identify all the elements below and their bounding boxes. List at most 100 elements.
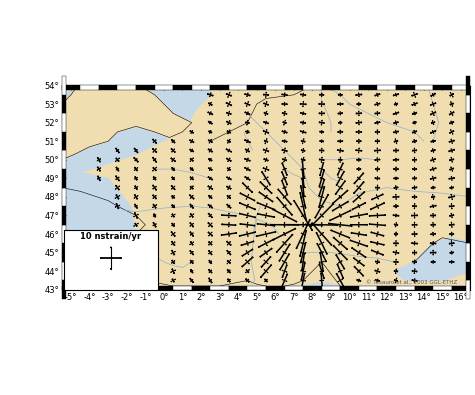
Polygon shape (137, 152, 138, 153)
Polygon shape (282, 172, 283, 173)
Polygon shape (337, 264, 338, 265)
Polygon shape (208, 149, 209, 150)
Polygon shape (397, 187, 398, 188)
Polygon shape (412, 178, 413, 179)
Polygon shape (255, 209, 256, 210)
Polygon shape (227, 241, 228, 242)
Polygon shape (453, 215, 454, 216)
Polygon shape (245, 140, 246, 141)
Polygon shape (286, 132, 287, 133)
Polygon shape (430, 169, 431, 170)
Polygon shape (136, 263, 137, 264)
Polygon shape (263, 149, 264, 150)
Polygon shape (99, 180, 100, 181)
Polygon shape (379, 178, 380, 179)
Polygon shape (278, 189, 279, 190)
Polygon shape (192, 216, 193, 217)
Polygon shape (448, 197, 449, 198)
Polygon shape (375, 113, 376, 114)
Polygon shape (231, 151, 232, 152)
Polygon shape (416, 187, 417, 188)
Polygon shape (302, 161, 303, 162)
Polygon shape (430, 114, 431, 115)
Polygon shape (273, 239, 274, 240)
Bar (466, 113, 470, 132)
Polygon shape (190, 186, 191, 187)
Bar (322, 85, 340, 90)
Polygon shape (284, 224, 285, 225)
Polygon shape (412, 141, 413, 142)
Polygon shape (453, 168, 454, 169)
Polygon shape (136, 179, 137, 180)
Polygon shape (259, 192, 260, 193)
Polygon shape (411, 215, 412, 216)
Bar (117, 286, 136, 290)
Polygon shape (398, 150, 399, 151)
Polygon shape (256, 236, 257, 237)
Polygon shape (453, 112, 454, 113)
Polygon shape (190, 232, 191, 233)
Polygon shape (349, 237, 350, 238)
Bar (99, 85, 117, 90)
Polygon shape (242, 255, 243, 256)
Polygon shape (412, 261, 413, 262)
Bar (340, 85, 359, 90)
Polygon shape (193, 142, 194, 143)
Polygon shape (350, 216, 351, 217)
Polygon shape (155, 245, 156, 246)
Polygon shape (337, 225, 338, 226)
Polygon shape (454, 149, 455, 150)
Polygon shape (135, 223, 136, 224)
Polygon shape (449, 261, 450, 262)
Polygon shape (454, 196, 455, 197)
Polygon shape (153, 204, 154, 205)
Polygon shape (192, 244, 193, 245)
Polygon shape (417, 243, 418, 244)
Polygon shape (190, 223, 191, 224)
Polygon shape (300, 192, 301, 193)
Polygon shape (211, 132, 212, 133)
Polygon shape (417, 215, 418, 216)
Polygon shape (239, 213, 240, 214)
Polygon shape (118, 208, 119, 209)
Polygon shape (118, 189, 119, 190)
Polygon shape (379, 262, 380, 263)
Polygon shape (153, 241, 154, 242)
Polygon shape (272, 201, 273, 202)
Polygon shape (416, 271, 417, 272)
Polygon shape (239, 235, 240, 236)
Polygon shape (62, 82, 192, 160)
Polygon shape (393, 95, 394, 96)
Polygon shape (323, 94, 324, 95)
Polygon shape (134, 213, 135, 214)
Polygon shape (398, 215, 399, 216)
Bar (62, 85, 80, 90)
Polygon shape (337, 104, 338, 105)
Polygon shape (295, 228, 296, 229)
Polygon shape (118, 180, 119, 181)
Polygon shape (324, 104, 325, 105)
Bar (378, 85, 396, 90)
Polygon shape (332, 204, 333, 205)
Bar (154, 286, 173, 290)
Polygon shape (300, 94, 301, 95)
Polygon shape (305, 122, 306, 123)
Polygon shape (262, 171, 263, 172)
Polygon shape (453, 159, 454, 160)
Bar (466, 95, 470, 113)
Bar (359, 85, 378, 90)
Polygon shape (275, 231, 276, 232)
Polygon shape (208, 232, 209, 233)
Polygon shape (382, 194, 383, 195)
Polygon shape (248, 122, 249, 123)
Polygon shape (248, 272, 249, 273)
Polygon shape (229, 281, 230, 282)
Bar (210, 85, 229, 90)
Polygon shape (282, 277, 283, 278)
Polygon shape (292, 234, 293, 235)
Polygon shape (449, 123, 450, 124)
Polygon shape (136, 255, 137, 256)
Polygon shape (385, 225, 386, 226)
Polygon shape (416, 159, 417, 160)
Polygon shape (431, 224, 432, 225)
